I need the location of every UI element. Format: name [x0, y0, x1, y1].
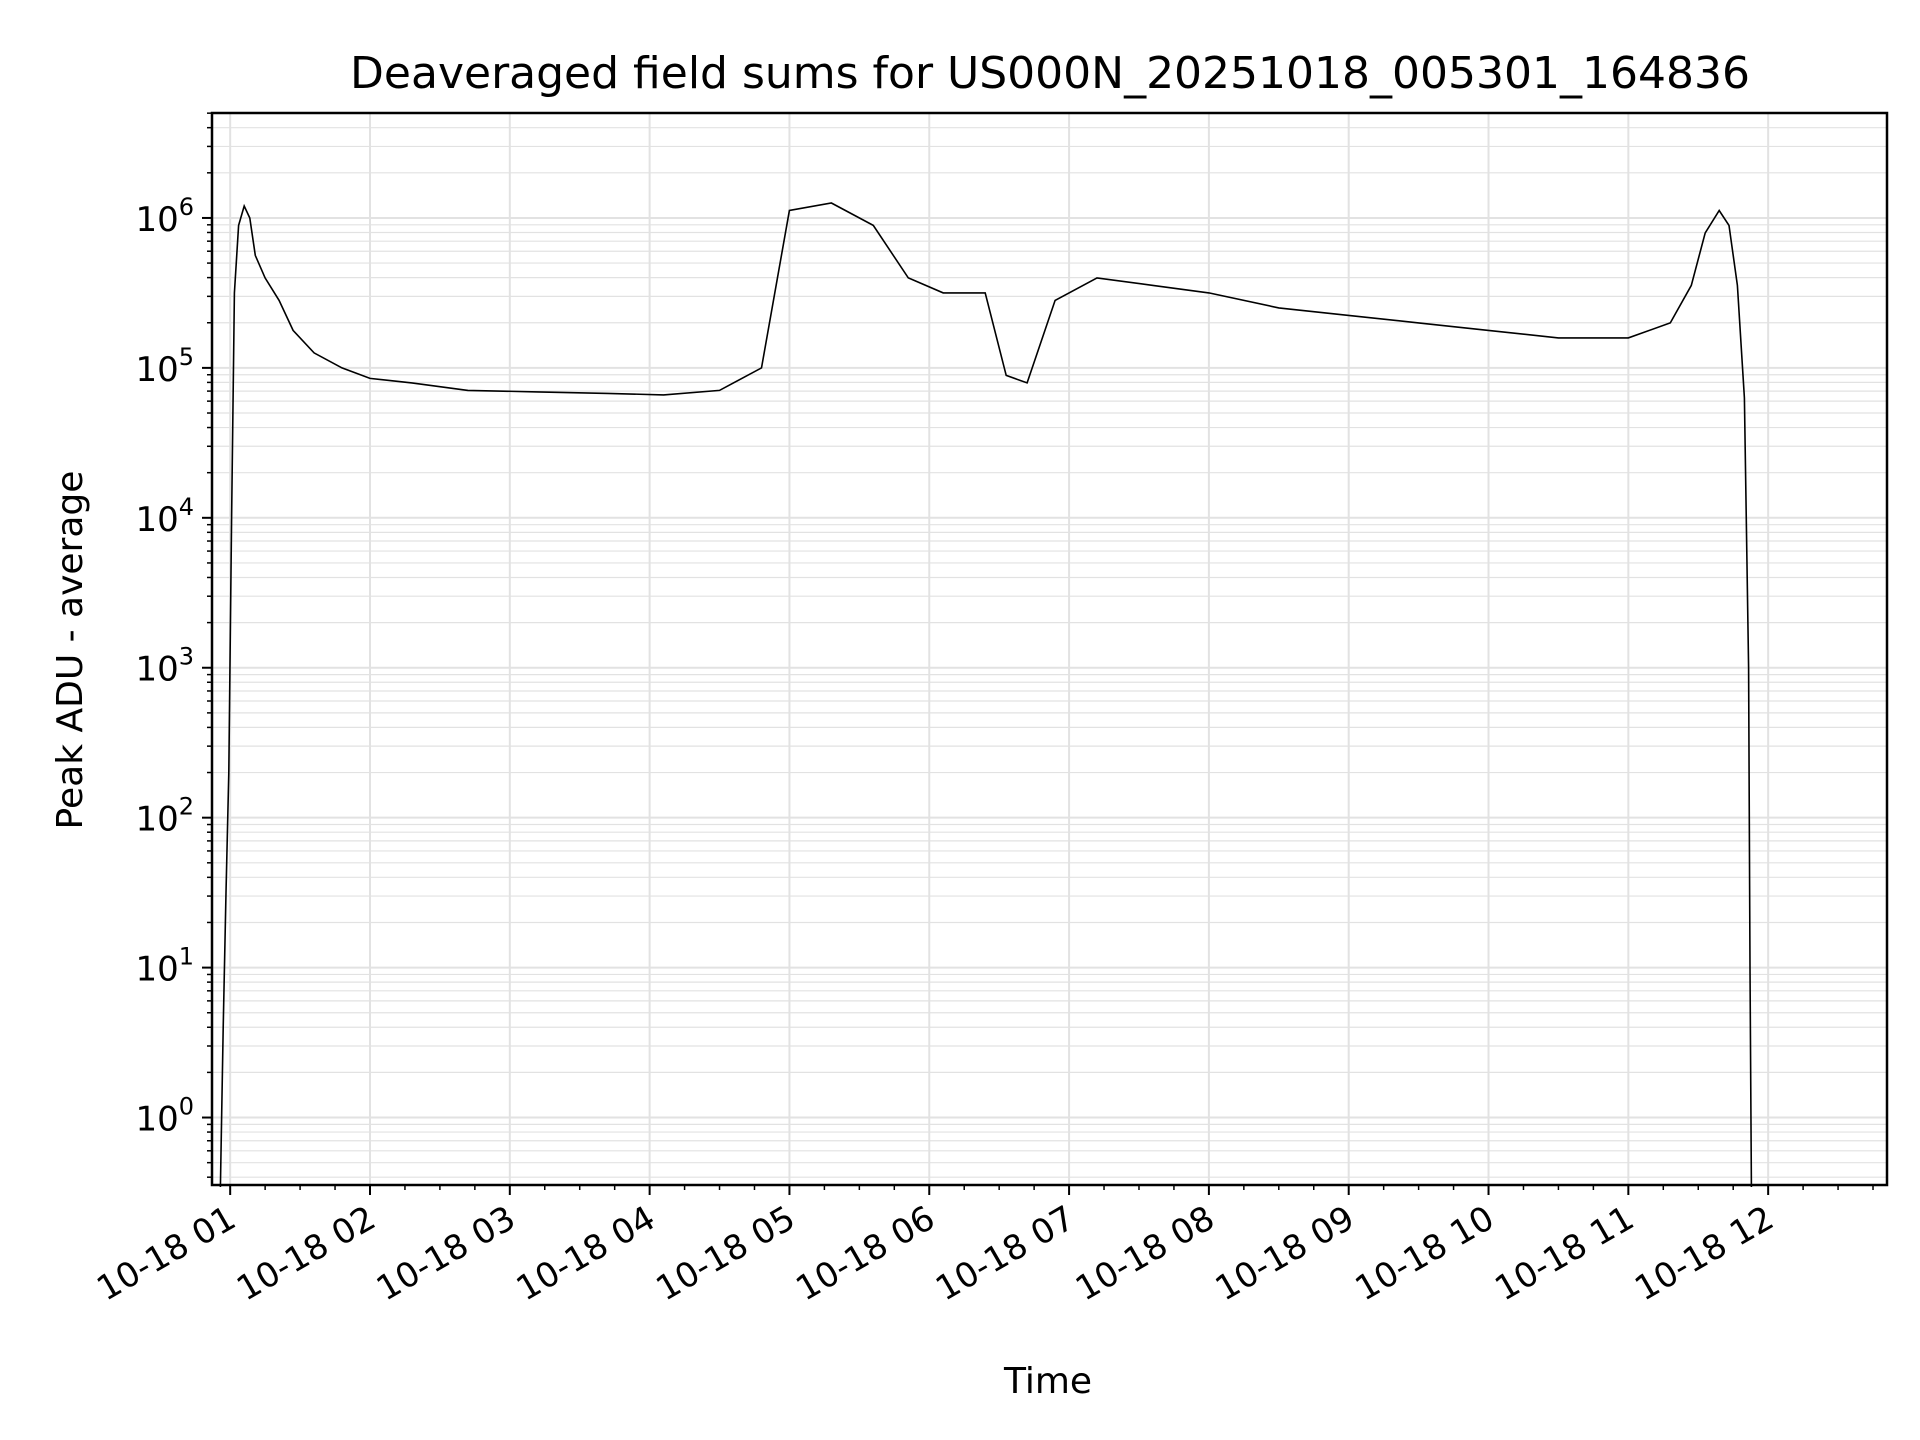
x-tick-label: 10-18 11 [1488, 1198, 1640, 1309]
plot-area-frame [210, 111, 1889, 1187]
x-tick-label: 10-18 12 [1628, 1198, 1780, 1309]
y-tick-label: 105 [135, 343, 194, 390]
x-tick-label: 10-18 01 [90, 1198, 242, 1309]
y-axis-label: Peak ADU - average [50, 471, 91, 830]
y-tick-label: 103 [135, 643, 194, 690]
y-tick-label: 100 [135, 1093, 194, 1140]
y-tick-label: 102 [135, 793, 194, 840]
y-tick-label: 106 [135, 193, 194, 240]
x-tick-label: 10-18 07 [929, 1198, 1081, 1309]
grid-lines [212, 112, 1887, 1185]
x-tick-label: 10-18 03 [370, 1198, 522, 1309]
chart-title: Deaveraged field sums for US000N_2025101… [350, 48, 1750, 99]
x-tick-label: 10-18 04 [510, 1198, 662, 1309]
y-tick-label: 101 [135, 943, 194, 990]
x-tick-label: 10-18 08 [1069, 1198, 1221, 1309]
y-tick-label: 104 [135, 493, 194, 540]
y-axis-ticks: 100 101 102 103 104 105 106 [135, 112, 212, 1178]
x-axis-label: Time [1003, 1361, 1092, 1402]
x-tick-label: 10-18 10 [1349, 1198, 1501, 1309]
x-tick-label: 10-18 05 [650, 1198, 802, 1309]
series-line [219, 202, 1753, 1188]
x-tick-label: 10-18 02 [230, 1198, 382, 1309]
x-tick-label: 10-18 09 [1209, 1198, 1361, 1309]
x-tick-label: 10-18 06 [789, 1198, 941, 1309]
